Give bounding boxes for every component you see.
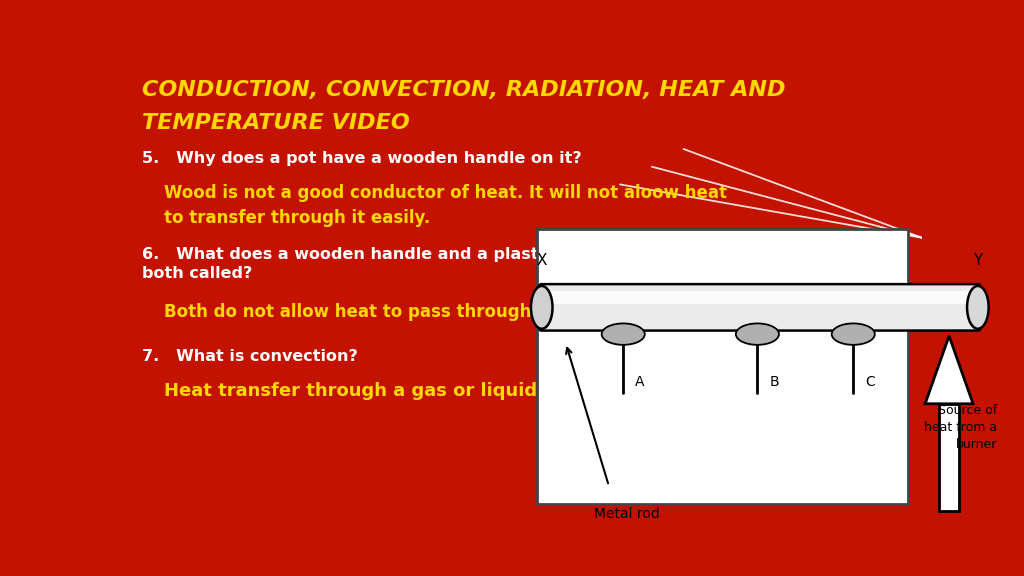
Text: CONDUCTION, CONVECTION, RADIATION, HEAT AND: CONDUCTION, CONVECTION, RADIATION, HEAT … (142, 80, 785, 100)
Text: TEMPERATURE VIDEO: TEMPERATURE VIDEO (142, 113, 410, 134)
Ellipse shape (831, 324, 874, 345)
Text: 5.   Why does a pot have a wooden handle on it?: 5. Why does a pot have a wooden handle o… (142, 151, 582, 166)
Ellipse shape (531, 286, 553, 329)
FancyBboxPatch shape (540, 284, 980, 331)
Text: X: X (537, 253, 548, 268)
Text: Both do not allow heat to pass through them easily. Both are insulators.: Both do not allow heat to pass through t… (164, 304, 842, 321)
Text: Wood is not a good conductor of heat. It will not aloow heat
to transfer through: Wood is not a good conductor of heat. It… (164, 184, 727, 228)
Text: Heat transfer through a gas or liquid.: Heat transfer through a gas or liquid. (164, 382, 544, 400)
Polygon shape (925, 336, 973, 404)
Text: Y: Y (974, 253, 983, 268)
Text: C: C (865, 375, 874, 389)
Text: B: B (769, 375, 779, 389)
Text: 6.   What does a wooden handle and a plastic cup have in common? What are they
b: 6. What does a wooden handle and a plast… (142, 247, 889, 281)
Ellipse shape (736, 324, 779, 345)
Bar (939, 404, 958, 511)
Bar (537, 229, 908, 504)
Ellipse shape (602, 324, 645, 345)
Text: Metal rod: Metal rod (595, 507, 660, 521)
Ellipse shape (967, 286, 988, 329)
Text: Source of
heat from a
burner: Source of heat from a burner (924, 404, 997, 451)
Text: A: A (635, 375, 645, 389)
Text: 7.   What is convection?: 7. What is convection? (142, 348, 358, 363)
Bar (547, 291, 969, 304)
